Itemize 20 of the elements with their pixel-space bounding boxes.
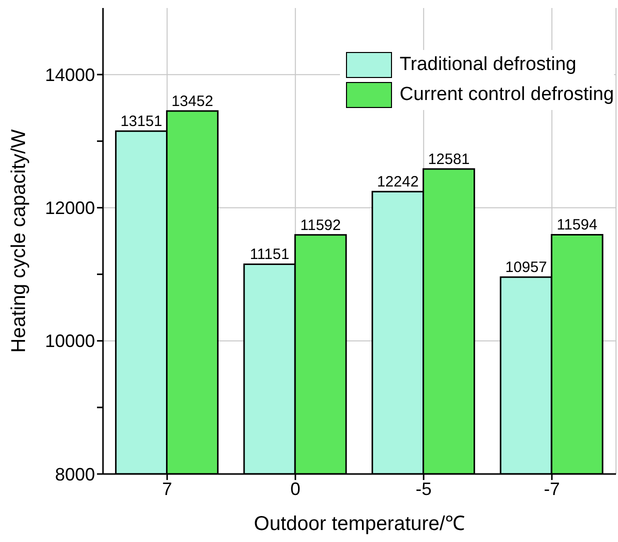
y-tick-label: 12000 [44,198,95,218]
x-tick-label: 7 [162,478,172,499]
y-axis-title: Heating cycle capacity/W [8,129,30,353]
legend-label: Current control defrosting [400,84,614,106]
data-label: 12581 [428,151,470,168]
y-tick-label: 14000 [44,64,95,85]
x-tick-label: -7 [544,478,560,499]
data-label: 11151 [250,246,290,264]
x-tick-label: -5 [416,478,432,499]
data-label: 12242 [376,174,419,191]
data-label: 11592 [300,216,341,234]
data-label: 11594 [556,216,598,234]
legend-label: Traditional defrosting [400,54,576,76]
data-label: 13452 [171,93,214,110]
y-tick-label: 10000 [44,331,95,352]
x-tick-label: 0 [290,478,300,499]
data-label: 10957 [505,259,547,276]
x-axis-title: Outdoor temperature/℃ [254,513,466,535]
data-label: 13151 [120,113,162,130]
y-tick-label: 8000 [54,464,95,484]
